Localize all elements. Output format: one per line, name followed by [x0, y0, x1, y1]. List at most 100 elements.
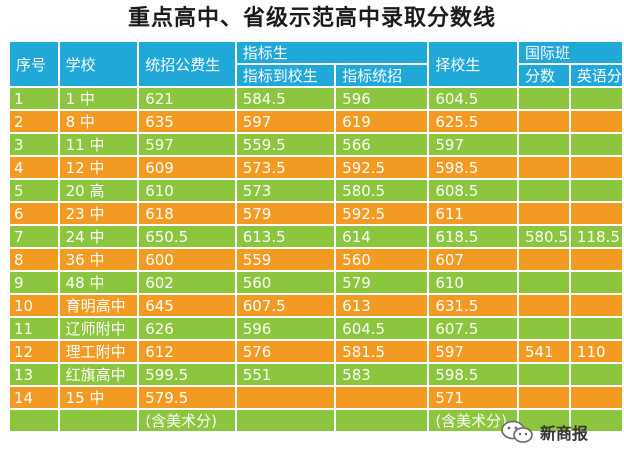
cell-choice: 597	[429, 134, 517, 155]
cell-quota-general: 560	[336, 249, 428, 270]
cell-school: 23 中	[59, 203, 138, 224]
cell-seq: 3	[10, 134, 58, 155]
cell-public: 609	[139, 157, 235, 178]
cell-choice: 610	[429, 272, 517, 293]
cell-public: 618	[139, 203, 235, 224]
cell-intl-english	[570, 387, 622, 408]
cell-intl-english	[570, 111, 622, 132]
cell-intl-english	[570, 295, 622, 316]
cell-quota-school: 613.5	[236, 226, 335, 247]
cell-public: 610	[139, 180, 235, 201]
cell-public: 612	[139, 341, 235, 362]
cell-choice: 625.5	[429, 111, 517, 132]
cell-quota-general: 613	[336, 295, 428, 316]
watermark-text: 新商报	[540, 424, 589, 443]
cell-intl-score	[518, 134, 569, 155]
cell-choice: 607	[429, 249, 517, 270]
cell-quota-general: 614	[336, 226, 428, 247]
cell-intl-score	[518, 318, 569, 339]
header-quota-group: 指标生	[236, 42, 428, 63]
cell-public-note: (含美术分)	[139, 410, 235, 431]
cell-school: 24 中	[59, 226, 138, 247]
table-row: 7 24 中 650.5 613.5 614 618.5 580.5 118.5	[10, 226, 622, 247]
cell-school: 辽师附中	[59, 318, 138, 339]
cell-school: 36 中	[59, 249, 138, 270]
cell-quota-general: 592.5	[336, 157, 428, 178]
header-quota-general: 指标统招	[336, 65, 428, 86]
cell-seq: 11	[10, 318, 58, 339]
cell-seq: 6	[10, 203, 58, 224]
header-quota-to-school: 指标到校生	[236, 65, 335, 86]
cell-intl-english: 110	[570, 341, 622, 362]
cell-quota-school: 560	[236, 272, 335, 293]
cell-quota-school: 597	[236, 111, 335, 132]
cell-quota-school	[236, 410, 335, 431]
cell-quota-school: 576	[236, 341, 335, 362]
cell-public: 600	[139, 249, 235, 270]
cell-seq: 7	[10, 226, 58, 247]
cell-choice: 604.5	[429, 88, 517, 109]
cell-intl-score	[518, 272, 569, 293]
cell-intl-english	[570, 88, 622, 109]
header-school: 学校	[59, 42, 138, 86]
header-intl-english: 英语分	[570, 65, 622, 86]
header-public: 统招公费生	[139, 42, 235, 86]
cell-quota-general: 596	[336, 88, 428, 109]
cell-quota-school: 573	[236, 180, 335, 201]
cell-intl-score	[518, 111, 569, 132]
cell-intl-english	[570, 203, 622, 224]
cell-quota-school: 559.5	[236, 134, 335, 155]
cell-intl-english	[570, 157, 622, 178]
cell-choice: 608.5	[429, 180, 517, 201]
cell-quota-general: 581.5	[336, 341, 428, 362]
cell-school: 12 中	[59, 157, 138, 178]
table-row: 4 12 中 609 573.5 592.5 598.5	[10, 157, 622, 178]
cell-public: 650.5	[139, 226, 235, 247]
cell-school: 15 中	[59, 387, 138, 408]
cell-intl-english	[570, 249, 622, 270]
cell-seq: 13	[10, 364, 58, 385]
cell-school: 育明高中	[59, 295, 138, 316]
cell-quota-general: 583	[336, 364, 428, 385]
header-seq: 序号	[10, 42, 58, 86]
header-choice: 择校生	[429, 42, 517, 86]
header-intl-group: 国际班	[518, 42, 622, 63]
cell-intl-score	[518, 180, 569, 201]
cell-quota-school: 607.5	[236, 295, 335, 316]
cell-quota-school: 551	[236, 364, 335, 385]
cell-public: 599.5	[139, 364, 235, 385]
cell-seq: 1	[10, 88, 58, 109]
cell-seq: 14	[10, 387, 58, 408]
cell-choice: 618.5	[429, 226, 517, 247]
cell-seq: 8	[10, 249, 58, 270]
cell-school: 11 中	[59, 134, 138, 155]
cell-intl-score: 580.5	[518, 226, 569, 247]
header-intl-score: 分数	[518, 65, 569, 86]
cell-quota-school: 573.5	[236, 157, 335, 178]
cell-quota-general	[336, 410, 428, 431]
cell-school: 1 中	[59, 88, 138, 109]
cell-seq: 10	[10, 295, 58, 316]
cell-intl-english: 118.5	[570, 226, 622, 247]
cell-choice: 598.5	[429, 157, 517, 178]
cell-quota-school	[236, 387, 335, 408]
cell-intl-english	[570, 410, 622, 431]
cell-seq: 12	[10, 341, 58, 362]
cell-intl-score	[518, 157, 569, 178]
cell-choice-note: (含美术分)	[429, 410, 517, 431]
cell-seq	[10, 410, 58, 431]
cell-intl-english	[570, 318, 622, 339]
cell-public: 645	[139, 295, 235, 316]
cell-choice: 607.5	[429, 318, 517, 339]
cell-intl-score	[518, 295, 569, 316]
cell-choice: 598.5	[429, 364, 517, 385]
cell-quota-general: 566	[336, 134, 428, 155]
cell-quota-general: 579	[336, 272, 428, 293]
cell-intl-english	[570, 180, 622, 201]
cell-intl-english	[570, 272, 622, 293]
cell-public: 635	[139, 111, 235, 132]
cell-public: 626	[139, 318, 235, 339]
cell-intl-score	[518, 249, 569, 270]
table-row: 10 育明高中 645 607.5 613 631.5	[10, 295, 622, 316]
page-title: 重点高中、省级示范高中录取分数线	[127, 6, 496, 31]
